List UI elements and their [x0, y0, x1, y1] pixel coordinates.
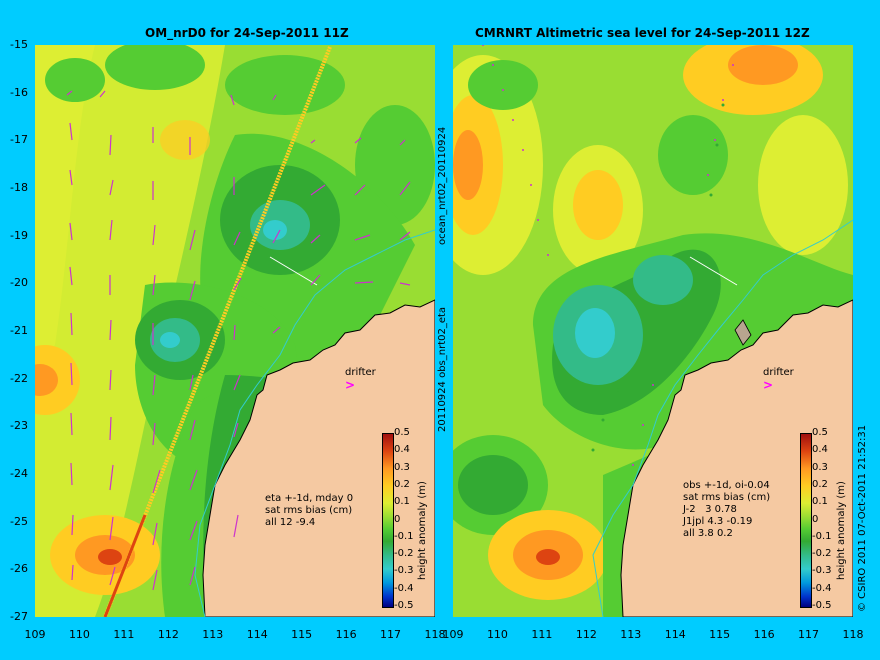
lon-tick-label: 113 — [620, 628, 642, 641]
colorbar-tick-label: -0.4 — [394, 582, 414, 594]
lat-tick-label: -17 — [10, 133, 28, 147]
colorbar-tick-label: 0.2 — [812, 478, 828, 490]
left-map — [35, 45, 435, 617]
lon-tick-label: 118 — [424, 628, 446, 641]
lat-tick-label: -18 — [10, 181, 28, 194]
right-panel-title: CMRNRT Altimetric sea level for 24-Sep-2… — [475, 26, 810, 40]
lon-tick-label: 118 — [842, 628, 864, 641]
lat-tick-label: -21 — [10, 324, 28, 338]
lat-tick-label: -27 — [10, 610, 28, 624]
right-colorbar — [800, 433, 812, 608]
colorbar-tick-label: 0.5 — [394, 427, 410, 438]
colorbar-tick-label: -0.2 — [394, 548, 414, 560]
right-colorbar-label: height anomaly (m) — [836, 481, 847, 580]
lon-tick-label: 115 — [709, 628, 731, 641]
colorbar-tick-label: -0.3 — [394, 565, 414, 577]
lon-tick-label: 112 — [575, 628, 597, 641]
colorbar-tick-label: -0.4 — [812, 582, 832, 594]
lon-tick-label: 117 — [798, 628, 820, 641]
lat-tick-label: -23 — [10, 419, 28, 433]
drifter-arrow-icon: > — [345, 378, 356, 392]
right-stats-note: obs +-1d, oi-0.04 sat rms bias (cm) J-2 … — [683, 480, 771, 539]
lon-tick-label: 109 — [442, 628, 464, 641]
copyright-label: © CSIRO 2011 07-Oct-2011 21:52:31 — [857, 424, 868, 612]
colorbar-tick-label: -0.1 — [394, 530, 414, 542]
lon-tick-label: 114 — [246, 628, 268, 641]
colorbar-tick-label: 0.3 — [394, 461, 410, 473]
lon-tick-label: 114 — [664, 628, 686, 641]
lon-tick-label: 109 — [24, 628, 46, 641]
colorbar-tick-label: -0.3 — [812, 565, 832, 577]
colorbar-tick-label: -0.1 — [812, 530, 832, 542]
lat-tick-label: -20 — [10, 276, 28, 290]
left-map-canvas — [35, 45, 435, 617]
colorbar-tick-label: 0.3 — [812, 461, 828, 473]
lon-tick-label: 111 — [531, 628, 553, 641]
colorbar-tick-label: 0.4 — [394, 444, 410, 456]
colorbar-tick-label: 0 — [394, 513, 401, 525]
lon-tick-label: 112 — [157, 628, 179, 641]
colorbar-tick-label: -0.5 — [394, 600, 414, 611]
colorbar-tick-label: 0.1 — [812, 496, 828, 508]
left-colorbar-label: height anomaly (m) — [417, 481, 428, 580]
lat-tick-label: -22 — [10, 371, 28, 385]
lat-tick-label: -24 — [10, 467, 28, 481]
lon-tick-label: 111 — [113, 628, 135, 641]
right-map — [453, 45, 853, 617]
right-drifter-label: drifter > — [763, 367, 794, 392]
left-drifter-label: drifter > — [345, 367, 376, 392]
left-colorbar — [382, 433, 394, 608]
lat-tick-label: -15 — [10, 38, 28, 51]
lat-tick-label: -26 — [10, 562, 28, 576]
colorbar-tick-label: 0.5 — [812, 427, 828, 438]
lat-tick-label: -19 — [10, 228, 28, 242]
colorbar-tick-label: 0.2 — [394, 478, 410, 490]
lon-tick-label: 116 — [335, 628, 357, 641]
colorbar-tick-label: 0 — [812, 513, 819, 525]
drifter-arrow-icon: > — [763, 378, 774, 392]
left-panel-title: OM_nrD0 for 24-Sep-2011 11Z — [145, 26, 349, 40]
colorbar-tick-label: 0.1 — [394, 496, 410, 508]
colorbar-tick-label: 0.4 — [812, 444, 828, 456]
lat-tick-label: -16 — [10, 85, 28, 99]
lon-tick-label: 115 — [291, 628, 313, 641]
lon-tick-label: 113 — [202, 628, 224, 641]
left-stats-note: eta +-1d, mday 0 sat rms bias (cm) all 1… — [265, 493, 354, 528]
lon-tick-label: 110 — [68, 628, 90, 641]
current-vectors — [66, 90, 411, 591]
lon-tick-label: 110 — [486, 628, 508, 641]
lat-tick-label: -25 — [10, 514, 28, 528]
run-label-bottom: 20110924 obs_nrt02_eta — [437, 306, 448, 432]
colorbar-tick-label: -0.2 — [812, 548, 832, 560]
lon-tick-label: 116 — [753, 628, 775, 641]
right-map-canvas — [453, 45, 853, 617]
colorbar-tick-label: -0.5 — [812, 600, 832, 611]
run-label-top: ocean_nrt02_20110924 — [437, 126, 448, 245]
lon-tick-label: 117 — [380, 628, 402, 641]
